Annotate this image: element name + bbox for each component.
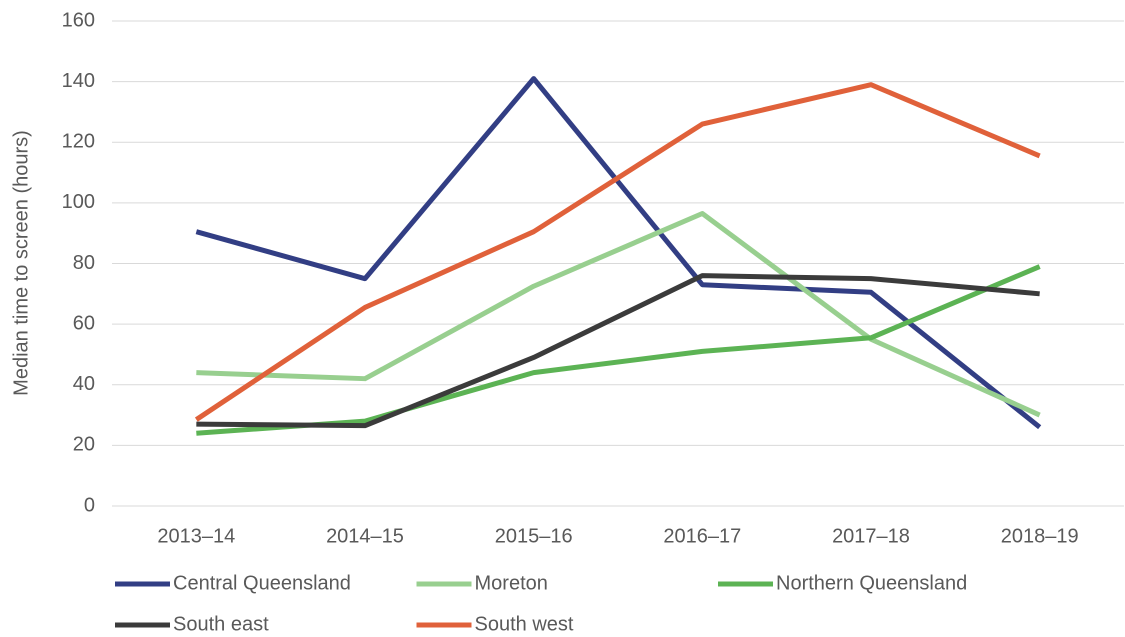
y-axis-label: Median time to screen (hours): [10, 130, 32, 396]
y-tick-label: 140: [62, 70, 95, 92]
x-tick-label: 2017–18: [832, 525, 910, 547]
y-tick-label: 120: [62, 131, 95, 153]
legend-label: South west: [475, 613, 574, 635]
x-tick-label: 2015–16: [495, 525, 573, 547]
series-line: [194, 82, 1041, 422]
y-tick-label: 60: [73, 312, 95, 334]
series-line: [195, 76, 1042, 430]
x-tick-label: 2018–19: [1001, 525, 1079, 547]
x-tick-label: 2013–14: [157, 525, 235, 547]
series-line: [196, 273, 1040, 429]
legend-label: South east: [173, 613, 269, 635]
series-line: [196, 264, 1041, 436]
y-tick-label: 80: [73, 252, 95, 274]
y-tick-label: 160: [62, 9, 95, 31]
x-tick-label: 2016–17: [663, 525, 741, 547]
legend-label: Northern Queensland: [776, 572, 967, 594]
legend-label: Moreton: [475, 572, 548, 594]
x-tick-label: 2014–15: [326, 525, 404, 547]
y-tick-label: 40: [73, 373, 95, 395]
y-tick-label: 100: [62, 191, 95, 213]
y-tick-label: 20: [73, 434, 95, 456]
legend-label: Central Queensland: [173, 572, 351, 594]
series-line: [196, 210, 1041, 418]
y-tick-label: 0: [84, 494, 95, 516]
